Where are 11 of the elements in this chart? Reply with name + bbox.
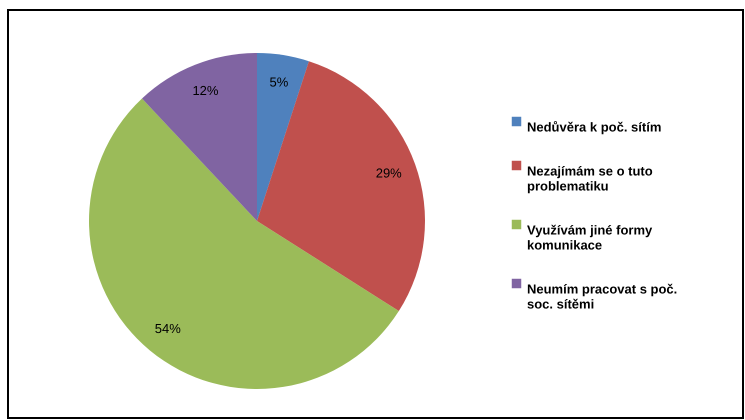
legend-label: Využívám jiné formy komunikace: [527, 222, 653, 252]
data-label: 5%: [270, 74, 289, 90]
data-label: 12%: [192, 82, 219, 98]
legend-label: Neumím pracovat s poč. soc. sítěmi: [527, 282, 678, 312]
data-label: 54%: [154, 320, 182, 336]
pie-slice: [142, 53, 257, 221]
legend-label: Nedůvěra k poč. sítím: [527, 120, 662, 134]
legend-label: Nezajímám se o tuto problematiku: [527, 164, 653, 194]
pie-slice: [257, 61, 425, 312]
data-label: 29%: [376, 166, 402, 181]
pie-slice: [257, 53, 309, 221]
